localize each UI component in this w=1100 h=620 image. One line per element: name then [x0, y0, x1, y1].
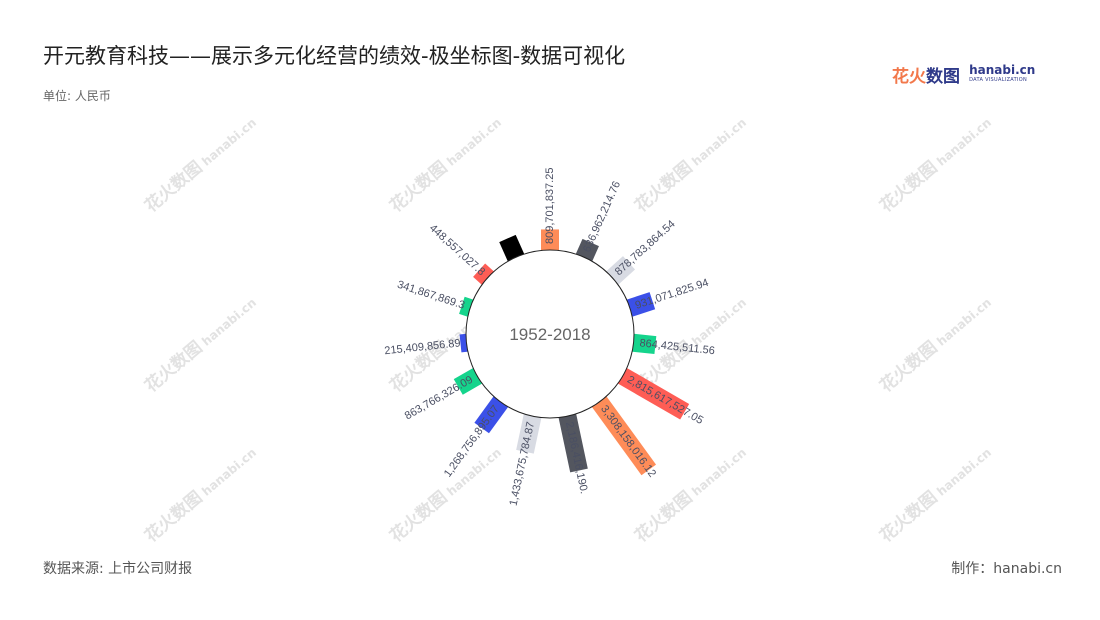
value-label: 863,766,326.09	[403, 374, 475, 423]
polar-bar[interactable]	[616, 367, 690, 420]
polar-bar[interactable]	[590, 395, 657, 476]
polar-bar[interactable]	[558, 412, 588, 473]
value-label: 2,815,617,527.05	[625, 374, 705, 427]
brand-logo[interactable]: 花火数图 hanabi.cn DATA VISUALIZATION	[892, 62, 1036, 88]
polar-bar[interactable]	[625, 292, 656, 318]
value-label: 2,186,416,190.	[563, 421, 590, 495]
value-label: 341,867,869.3	[396, 279, 467, 312]
value-label: 448,557,027.8	[427, 222, 487, 278]
logo-cn-part2: 数图	[926, 67, 960, 87]
chart-title: 开元教育科技——展示多元化经营的绩效-极坐标图-数据可视化	[43, 44, 626, 68]
value-label: 636,962,214.76	[581, 179, 623, 254]
logo-text-en: hanabi.cn DATA VISUALIZATION	[969, 62, 1036, 85]
value-label: 864,425,511.56	[639, 337, 715, 357]
unit-label: 单位: 人民币	[43, 89, 111, 103]
bar-series	[453, 229, 690, 476]
center-circle	[465, 249, 635, 419]
polar-bar[interactable]	[474, 395, 510, 434]
credit-link[interactable]: 制作：hanabi.cn	[951, 561, 1062, 577]
value-label: 809,701,837.25	[544, 168, 556, 244]
value-label: 1,268,756,895.07	[442, 403, 502, 479]
logo-en-sub: DATA VISUALIZATION	[969, 76, 1028, 83]
logo-cn-part1: 花火	[892, 67, 926, 87]
value-label: 878,783,864.54	[613, 218, 678, 278]
value-label: 1,433,675,784.87	[508, 421, 538, 507]
polar-bar[interactable]	[473, 263, 496, 286]
polar-bar[interactable]	[516, 412, 542, 454]
polar-bar[interactable]	[541, 229, 559, 252]
value-label: 3,308,158,016.12	[598, 403, 658, 479]
logo-en: hanabi.cn	[969, 62, 1036, 77]
value-label: 215,409,856.89	[384, 337, 461, 357]
polar-bar[interactable]	[630, 333, 657, 355]
data-source: 数据来源: 上市公司财报	[43, 561, 193, 577]
logo-text-cn: 花火数图	[892, 67, 960, 87]
center-label: 1952-2018	[509, 325, 590, 344]
